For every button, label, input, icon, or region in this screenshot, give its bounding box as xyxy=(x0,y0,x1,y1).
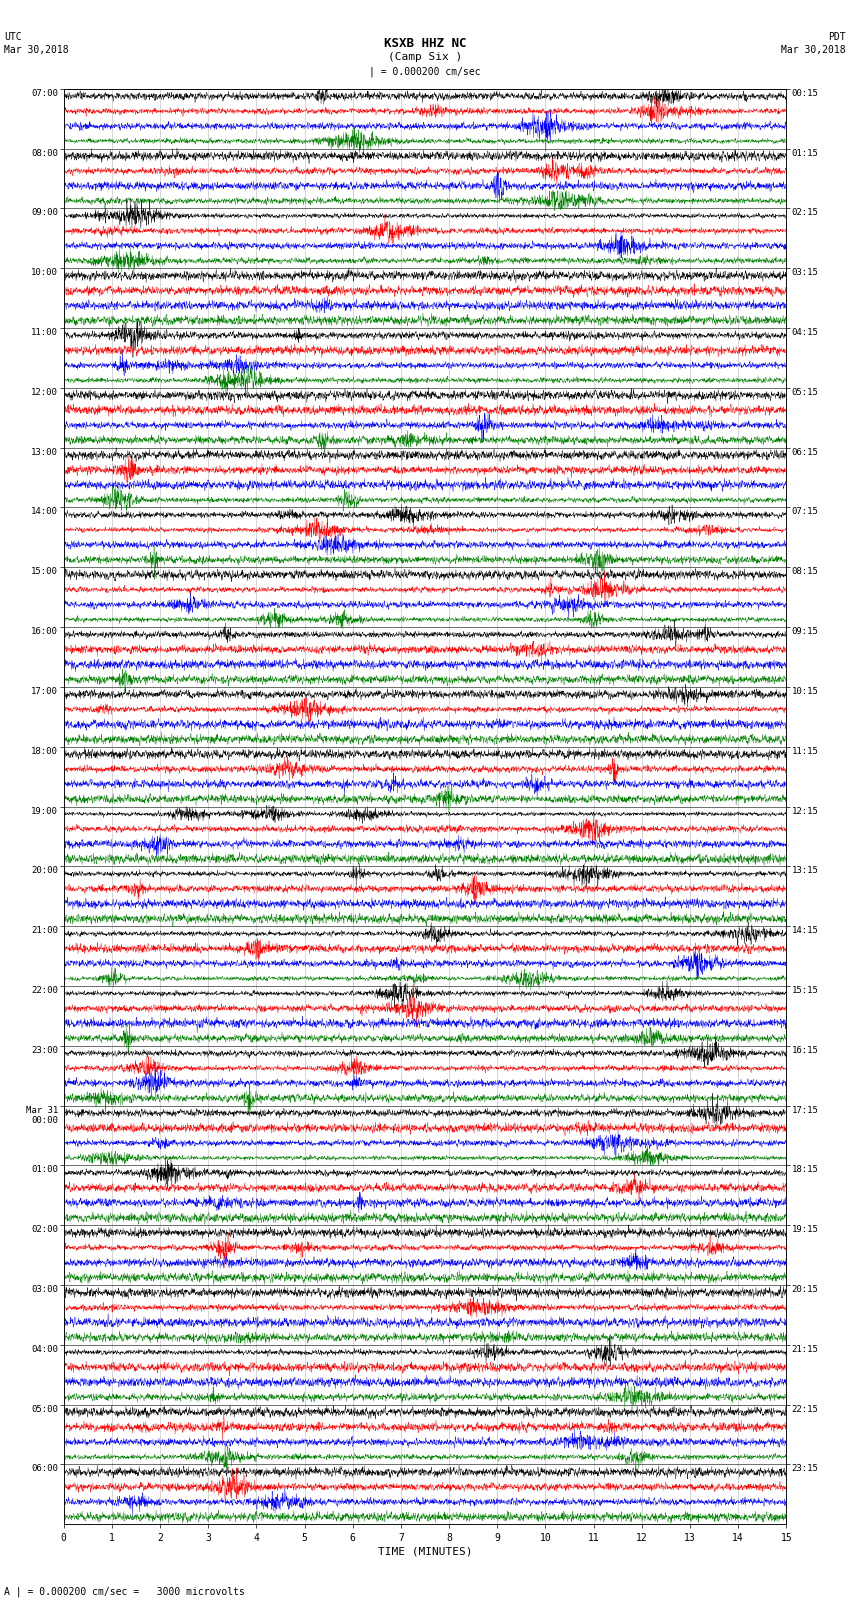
Text: A | = 0.000200 cm/sec =   3000 microvolts: A | = 0.000200 cm/sec = 3000 microvolts xyxy=(4,1586,245,1597)
Text: Mar 30,2018: Mar 30,2018 xyxy=(4,45,69,55)
Text: KSXB HHZ NC: KSXB HHZ NC xyxy=(383,37,467,50)
X-axis label: TIME (MINUTES): TIME (MINUTES) xyxy=(377,1547,473,1557)
Text: UTC: UTC xyxy=(4,32,22,42)
Text: (Camp Six ): (Camp Six ) xyxy=(388,52,462,61)
Text: Mar 30,2018: Mar 30,2018 xyxy=(781,45,846,55)
Text: PDT: PDT xyxy=(828,32,846,42)
Text: | = 0.000200 cm/sec: | = 0.000200 cm/sec xyxy=(369,66,481,77)
